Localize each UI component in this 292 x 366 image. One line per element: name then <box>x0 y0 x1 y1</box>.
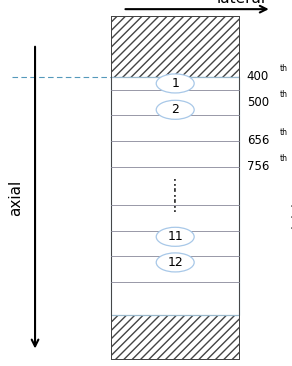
Ellipse shape <box>156 74 194 93</box>
Text: th: th <box>280 154 288 163</box>
Text: 1: 1 <box>171 77 179 90</box>
Bar <box>111 16 239 359</box>
Text: 11: 11 <box>167 230 183 243</box>
Text: .: . <box>290 218 292 232</box>
Ellipse shape <box>156 227 194 246</box>
Text: 2: 2 <box>171 103 179 116</box>
Text: axial: axial <box>8 179 24 216</box>
Text: th: th <box>280 90 288 99</box>
Text: th: th <box>280 64 288 73</box>
Text: ⋮: ⋮ <box>168 200 182 214</box>
Text: .: . <box>290 196 292 210</box>
Text: .: . <box>290 207 292 221</box>
Text: ⋮: ⋮ <box>168 189 182 203</box>
Text: 500: 500 <box>247 96 269 109</box>
Bar <box>111 77 239 315</box>
Bar <box>111 16 239 77</box>
Text: th: th <box>280 128 288 137</box>
Text: lateral: lateral <box>217 0 266 6</box>
Text: 756: 756 <box>247 160 269 173</box>
Text: 12: 12 <box>167 256 183 269</box>
Text: ⋮: ⋮ <box>168 178 182 192</box>
Ellipse shape <box>156 253 194 272</box>
Bar <box>111 315 239 359</box>
Text: 656: 656 <box>247 134 269 147</box>
Text: 400: 400 <box>247 70 269 83</box>
Ellipse shape <box>156 100 194 119</box>
